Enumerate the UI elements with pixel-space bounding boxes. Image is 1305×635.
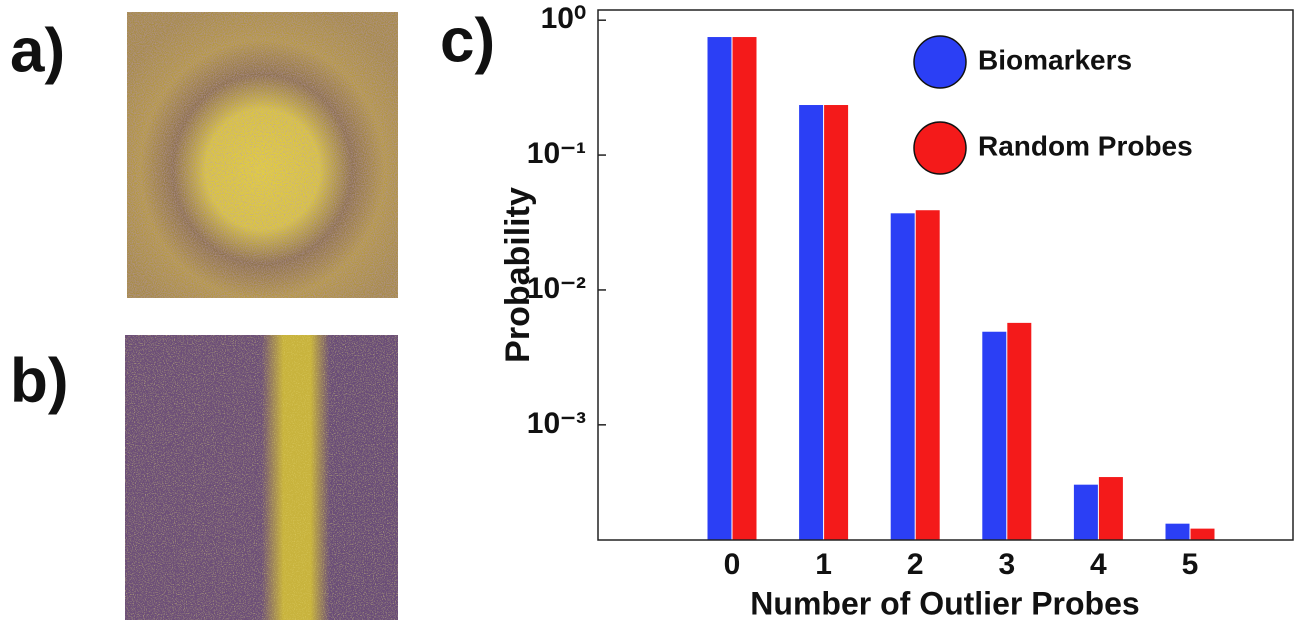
- panel-label: b): [10, 346, 69, 415]
- legend-swatch: [914, 36, 966, 88]
- bar: [916, 210, 940, 540]
- bar: [799, 105, 823, 540]
- x-tick-label: 5: [1182, 548, 1199, 581]
- bar: [1007, 323, 1031, 540]
- figure: a) b) c) Probability Number of Outlier P…: [0, 0, 1305, 630]
- x-axis-label: Number of Outlier Probes: [750, 585, 1139, 621]
- x-tick-label: 1: [815, 548, 832, 581]
- bar: [1099, 477, 1123, 540]
- axes-frame: [598, 10, 1293, 540]
- legend-label: Random Probes: [978, 130, 1193, 161]
- bar: [708, 37, 732, 540]
- legend-swatch: [914, 122, 966, 174]
- image-b: [125, 335, 398, 620]
- panel-label: a): [10, 16, 65, 85]
- bar: [891, 213, 915, 540]
- image-a: [127, 12, 398, 298]
- x-tick-label: 3: [998, 548, 1015, 581]
- bar: [1191, 529, 1215, 540]
- legend-label: Biomarkers: [978, 44, 1132, 75]
- bar: [824, 105, 848, 540]
- bar: [982, 332, 1006, 540]
- x-tick-label: 4: [1090, 548, 1107, 581]
- x-tick-label: 0: [724, 548, 741, 581]
- x-tick-label: 2: [907, 548, 924, 581]
- bar: [733, 37, 757, 540]
- bar: [1166, 524, 1190, 540]
- y-tick-label: 10⁻¹: [527, 137, 586, 170]
- y-tick-label: 10⁻²: [527, 272, 586, 305]
- bar: [1074, 485, 1098, 540]
- panel-label: c): [440, 6, 495, 75]
- y-tick-label: 10⁻³: [527, 407, 586, 440]
- y-tick-label: 10⁰: [541, 2, 586, 35]
